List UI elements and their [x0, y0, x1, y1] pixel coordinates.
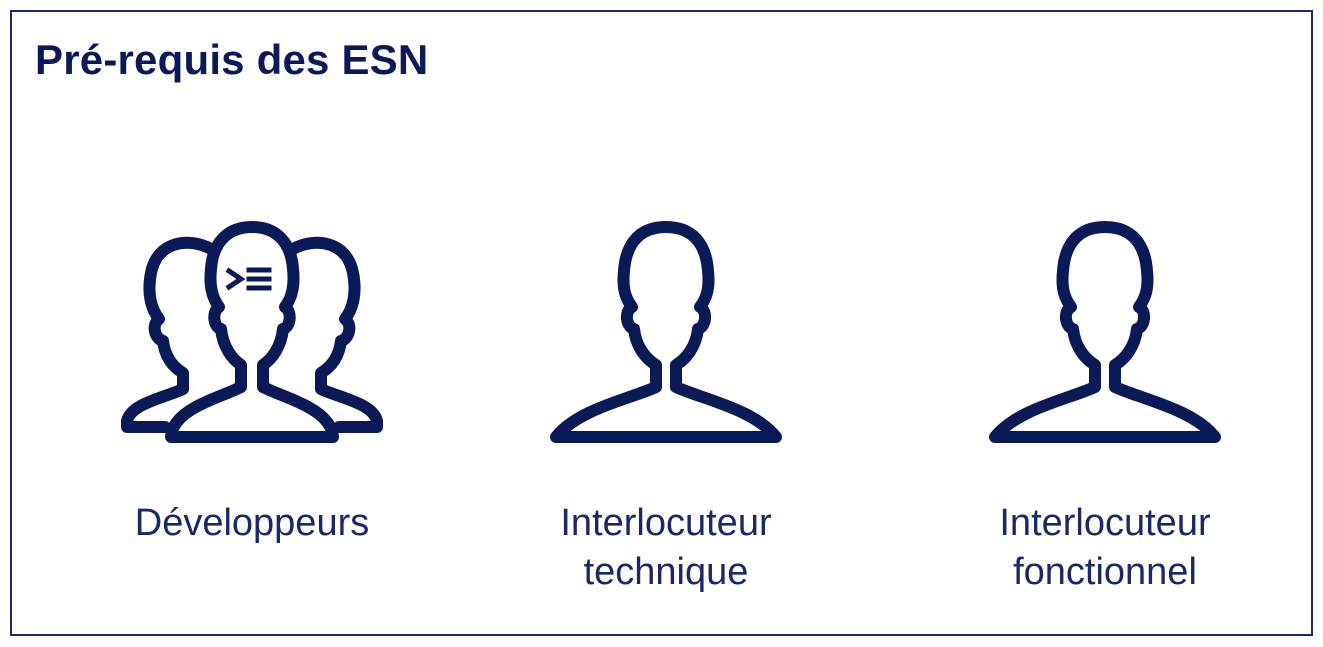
person-icon	[550, 221, 782, 443]
role-technical-contact: Interlocuteur technique	[476, 207, 856, 597]
card-title: Pré-requis des ESN	[35, 36, 429, 83]
person-icon	[989, 221, 1221, 443]
role-developers: Développeurs	[62, 207, 442, 548]
developer-group-icon	[121, 221, 383, 443]
prerequisites-card: Pré-requis des ESN Développeurs	[10, 10, 1313, 636]
role-label: Interlocuteur technique	[560, 502, 772, 593]
role-label: Développeurs	[134, 502, 370, 544]
role-functional-contact: Interlocuteur fonctionnel	[915, 207, 1295, 597]
role-label: Interlocuteur fonctionnel	[999, 502, 1211, 593]
